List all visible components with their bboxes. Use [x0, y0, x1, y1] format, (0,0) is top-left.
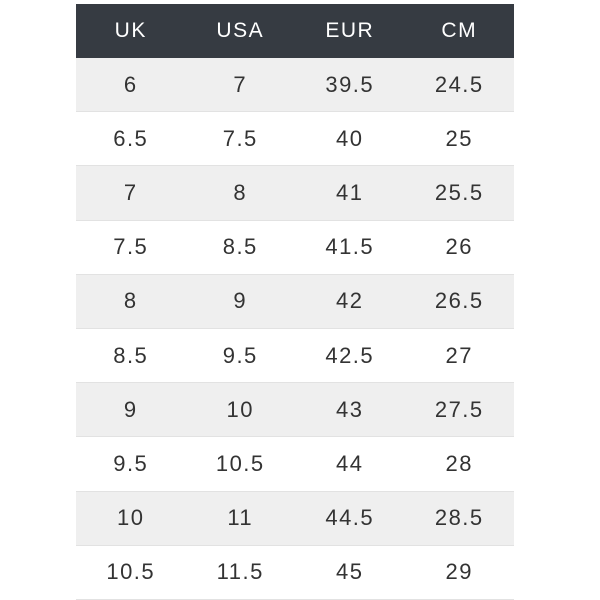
table-cell: 42 [336, 288, 364, 314]
table-cell: 28.5 [434, 505, 484, 531]
table-cell: 45 [336, 559, 364, 585]
table-cell: 8.5 [222, 234, 258, 260]
table-cell: 9.5 [113, 450, 149, 476]
table-row: 8 9 42 26.5 [76, 274, 514, 329]
table-row: 10.5 11.5 45 29 [76, 546, 514, 600]
table-cell: 10.5 [106, 559, 156, 585]
table-cell: 44 [336, 450, 364, 476]
table-row: 6.5 7.5 40 25 [76, 112, 514, 167]
table-row: 7 8 41 25.5 [76, 166, 514, 221]
table-cell: 26.5 [434, 288, 484, 314]
table-row: 6 7 39.5 24.5 [76, 58, 514, 113]
table-cell: 10.5 [215, 450, 265, 476]
table-row: 9 10 43 27.5 [76, 383, 514, 438]
table-cell: 41.5 [325, 234, 375, 260]
table-cell: 40 [336, 125, 364, 151]
table-cell: 29 [445, 559, 473, 585]
table-cell: 7 [233, 71, 248, 97]
table-cell: 8.5 [113, 342, 149, 368]
table-cell: 41 [336, 179, 364, 205]
table-row: 10 11 44.5 28.5 [76, 491, 514, 546]
table-cell: 10 [226, 396, 254, 422]
table-cell: 9 [123, 396, 138, 422]
table-cell: 43 [336, 396, 364, 422]
table-cell: 26 [445, 234, 473, 260]
table-cell: 27.5 [434, 396, 484, 422]
table-cell: 11 [227, 505, 254, 531]
table-cell: 9.5 [222, 342, 258, 368]
table-cell: 44.5 [325, 505, 375, 531]
header-cell: USA [216, 19, 265, 42]
table-cell: 6.5 [113, 125, 149, 151]
table-row: 9.5 10.5 44 28 [76, 437, 514, 492]
size-table: UK USA EUR CM 6 7 39.5 24.5 6.5 7.5 40 25 7 8 41 25.5 7.… [76, 4, 514, 600]
table-cell: 42.5 [325, 342, 375, 368]
table-cell: 7 [123, 179, 138, 205]
table-cell: 24.5 [434, 71, 484, 97]
table-cell: 7.5 [113, 234, 149, 260]
table-cell: 25.5 [434, 179, 484, 205]
table-cell: 39.5 [325, 71, 375, 97]
table-cell: 8 [233, 179, 248, 205]
table-cell: 25 [445, 125, 473, 151]
table-cell: 28 [445, 450, 473, 476]
header-cell: EUR [325, 19, 375, 42]
header-row: UK USA EUR CM [76, 4, 514, 58]
header-cell: UK [114, 19, 147, 42]
header-cell: CM [441, 19, 478, 42]
table-row: 8.5 9.5 42.5 27 [76, 329, 514, 384]
table-cell: 27 [445, 342, 473, 368]
table-cell: 6 [123, 71, 138, 97]
table-cell: 8 [123, 288, 138, 314]
table-cell: 11.5 [216, 559, 264, 585]
table-cell: 7.5 [222, 125, 258, 151]
table-row: 7.5 8.5 41.5 26 [76, 221, 514, 275]
table-cell: 10 [117, 505, 145, 531]
table-cell: 9 [233, 288, 248, 314]
